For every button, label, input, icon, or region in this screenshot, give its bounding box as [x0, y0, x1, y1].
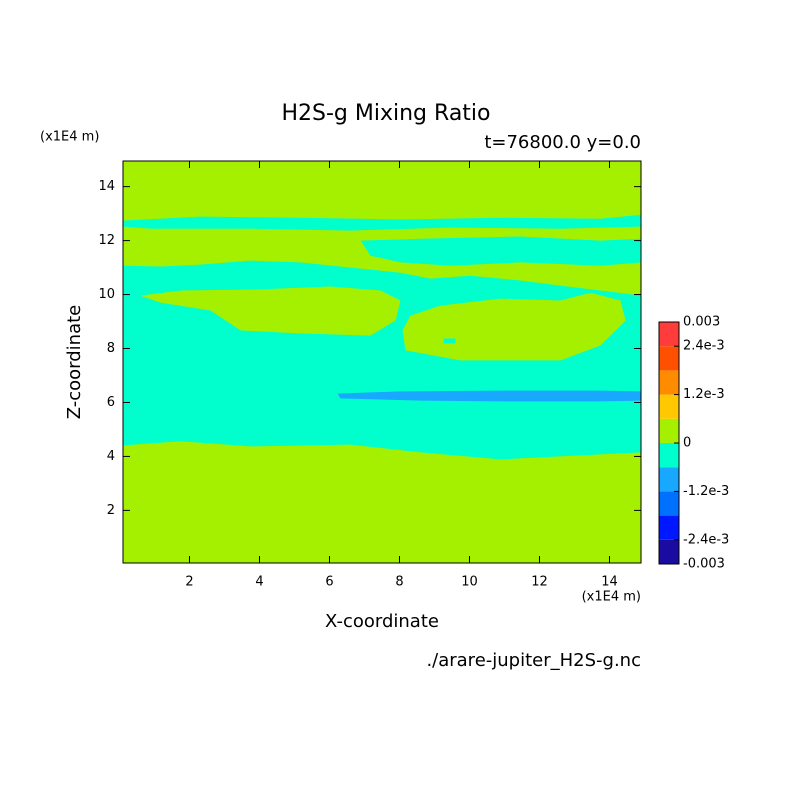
y-axis-label: Z-coordinate [64, 305, 85, 420]
y-tick-label: 8 [107, 341, 115, 356]
colorbar-band [659, 418, 679, 443]
y-tick-label: 6 [107, 395, 115, 410]
contour-region [140, 286, 401, 336]
y-tick-label: 2 [107, 503, 115, 518]
x-tick-label: 4 [255, 575, 263, 590]
colorbar-tick-label: -2.4e-3 [683, 532, 729, 547]
chart-title: H2S-g Mixing Ratio [281, 101, 490, 126]
colorbar-tick-label: -1.2e-3 [683, 484, 729, 499]
colorbar-tick-label: 1.2e-3 [683, 387, 725, 402]
source-file: ./arare-jupiter_H2S-g.nc [426, 650, 641, 671]
colorbar-tick-label: -0.003 [683, 557, 725, 572]
x-axis-label: X-coordinate [325, 611, 439, 632]
colorbar-band [659, 539, 679, 564]
colorbar-band [659, 467, 679, 492]
x-tick-label: 6 [325, 575, 333, 590]
colorbar-band [659, 370, 679, 395]
contour-region [402, 292, 626, 361]
colorbar-band [659, 394, 679, 419]
contour-region [123, 214, 642, 231]
y-unit: (x1E4 m) [40, 130, 99, 145]
x-tick-label: 12 [531, 575, 548, 590]
contour-region [337, 390, 642, 402]
x-unit: (x1E4 m) [582, 590, 641, 605]
contour-region [443, 338, 456, 344]
plot-frame [122, 160, 642, 564]
colorbar-tick-label: 0 [683, 436, 691, 451]
colorbar-tick-label: 2.4e-3 [683, 339, 725, 354]
colorbar-band [659, 443, 679, 468]
contour-region [360, 236, 642, 266]
colorbar-band [659, 491, 679, 516]
colorbar-tick-label: 0.003 [683, 315, 720, 330]
colorbar-band [659, 515, 679, 540]
x-tick-label: 14 [601, 575, 618, 590]
colorbar-band [659, 322, 679, 347]
y-tick-label: 12 [98, 233, 115, 248]
x-tick-label: 2 [185, 575, 193, 590]
chart-subtitle: t=76800.0 y=0.0 [484, 132, 641, 153]
x-tick-label: 10 [461, 575, 478, 590]
colorbar-band [659, 346, 679, 371]
y-tick-label: 4 [107, 449, 115, 464]
x-tick-label: 8 [395, 575, 403, 590]
y-tick-label: 10 [98, 287, 115, 302]
y-tick-label: 14 [98, 179, 115, 194]
